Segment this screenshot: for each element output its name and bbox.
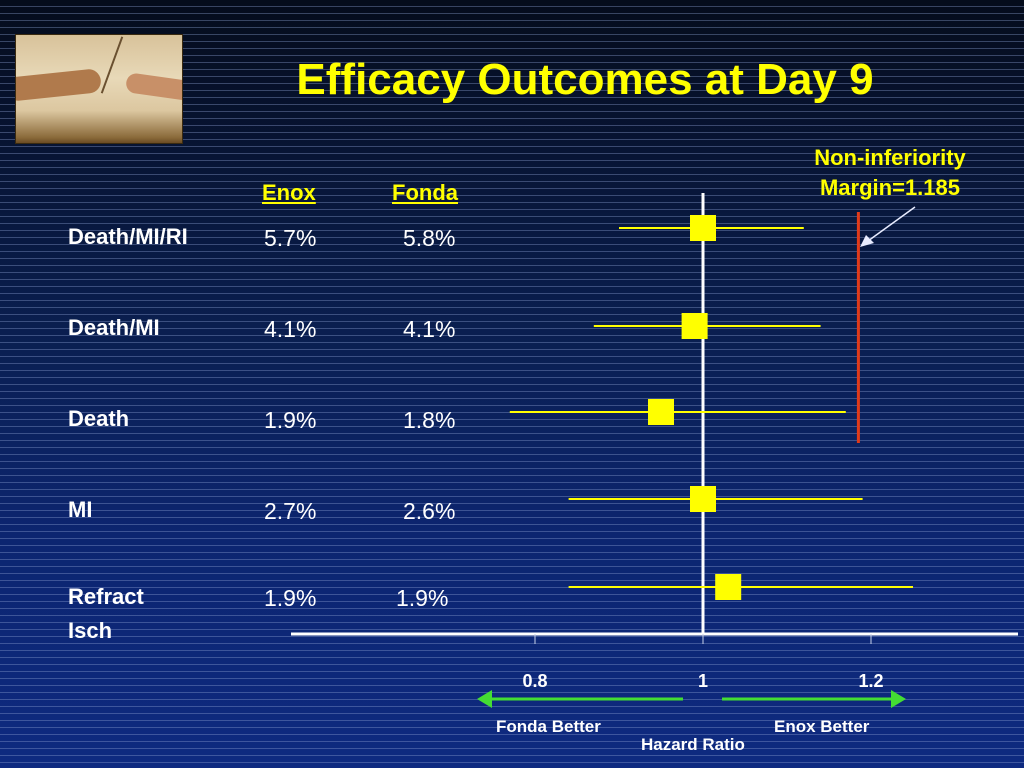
fonda-value: 2.6% [403, 498, 456, 524]
hazard-ratio-marker [648, 399, 674, 425]
enox-value: 1.9% [264, 407, 317, 433]
fonda-value: 5.8% [403, 225, 456, 251]
enox-value: 1.9% [264, 585, 317, 611]
enox-value: 4.1% [264, 316, 317, 342]
row-label-line2: Isch [68, 618, 113, 643]
enox-value: 2.7% [264, 498, 317, 524]
x-axis-label: Hazard Ratio [641, 735, 745, 754]
x-tick-label: 1.2 [858, 671, 884, 691]
x-tick-label: 1 [697, 671, 709, 691]
fonda-value: 4.1% [403, 316, 456, 342]
enox-better-label: Enox Better [774, 717, 870, 736]
column-header-enox: Enox [262, 180, 316, 205]
row-label-refract-isch: Refract Isch [68, 580, 144, 648]
hazard-ratio-marker [690, 215, 716, 241]
pointer-arrow-line [867, 206, 916, 242]
noninferiority-label-line1: Non-inferiority [814, 145, 966, 170]
row-label-death: Death [68, 406, 130, 431]
row-label-death-mi-ri: Death/MI/RI [68, 224, 188, 249]
column-header-fonda: Fonda [392, 180, 458, 205]
pointer-arrow-head [860, 235, 874, 247]
fonda-value: 1.8% [403, 407, 456, 433]
row-label-line1: Refract [68, 584, 144, 609]
fonda-better-label: Fonda Better [496, 717, 601, 736]
row-label-mi: MI [68, 497, 93, 522]
noninferiority-label: Non-inferiority Margin=1.185 [780, 143, 1000, 203]
slide-title: Efficacy Outcomes at Day 9 [296, 55, 874, 104]
creation-of-adam-image [15, 34, 183, 144]
noninferiority-label-line2: Margin=1.185 [819, 175, 960, 200]
x-tick-label: 0.8 [522, 671, 548, 691]
hazard-ratio-marker [681, 313, 708, 339]
enox-better-arrow-head [891, 690, 906, 708]
hazard-ratio-marker [715, 574, 742, 600]
hazard-ratio-marker [690, 486, 716, 512]
enox-value: 5.7% [264, 225, 317, 251]
row-label-death-mi: Death/MI [68, 315, 160, 340]
fonda-value: 1.9% [396, 585, 449, 611]
fonda-better-arrow-head [477, 690, 492, 708]
